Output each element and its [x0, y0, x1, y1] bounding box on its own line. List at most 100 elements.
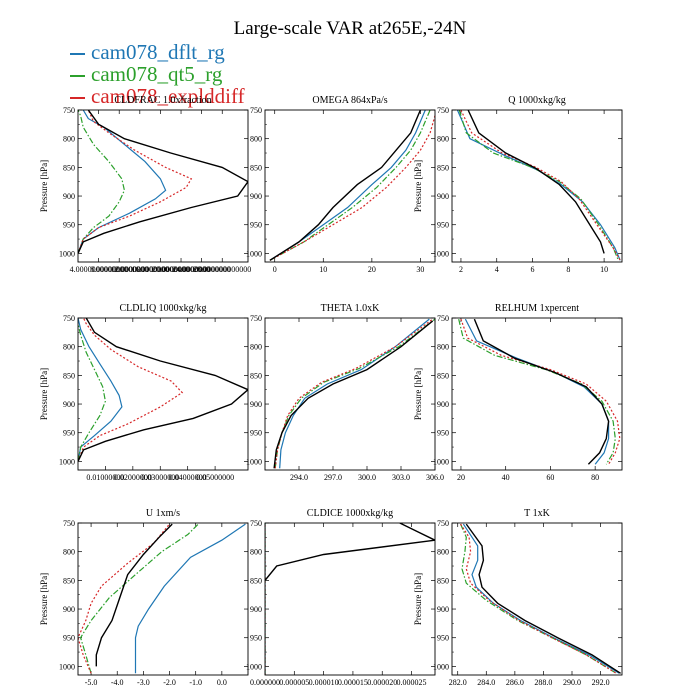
xtick-label: 290.0 [563, 678, 581, 687]
ytick-label: 900 [437, 605, 449, 614]
series-group [460, 523, 621, 674]
xtick-label: 4.0000000000000 [70, 265, 128, 274]
panel-5: RELHUM 1xpercent 750 800 850 900 950 1000 20 40 6… [413, 303, 623, 482]
plot-frame [264, 109, 436, 263]
xtick-label: 0.000015 [338, 678, 368, 687]
series-group [265, 523, 435, 675]
ytick-label: 750 [437, 314, 449, 323]
xtick-label: 288.0 [534, 678, 552, 687]
series-line-1 [458, 110, 619, 261]
ytick-label: 900 [63, 400, 75, 409]
xtick-label: 6 [531, 265, 535, 274]
legend-label-qt5: cam078_qt5_rg [91, 62, 223, 86]
panel-0: CLDFRAC 1.0xfraction 750 800 850 900 950 1000 4… [39, 95, 251, 274]
series-line-1 [460, 523, 617, 674]
panel-title-8: T 1xK [524, 508, 550, 519]
panel-title-2: Q 1000xkg/kg [508, 95, 566, 106]
panel-title-4: THETA 1.0xK [321, 303, 380, 314]
xtick-label: 284.0 [477, 678, 495, 687]
series-line-1 [78, 323, 107, 462]
ytick-label: 850 [63, 576, 75, 585]
xtick-label: 2 [459, 265, 463, 274]
ytick-label: 950 [250, 221, 262, 230]
xtick-label: -1.0 [189, 678, 202, 687]
panel-title-7: CLDICE 1000xkg/kg [307, 508, 393, 519]
xtick-label: 0.000005 [279, 678, 309, 687]
legend-swatch-explddiff [70, 97, 85, 100]
series-line-0 [269, 110, 426, 261]
xtick-label: 292.0 [592, 678, 610, 687]
ytick-label: 900 [437, 400, 449, 409]
ytick-label: 800 [63, 343, 75, 352]
ytick-label: 1000 [59, 249, 75, 258]
xtick-label: -5.0 [85, 678, 98, 687]
xtick-label: 40 [502, 473, 510, 482]
series-line-3 [95, 523, 173, 667]
panel-2: Q 1000xkg/kg 750 800 850 900 950 1000 2 4 6 8 10 Pre… [413, 95, 623, 274]
ytick-label: 950 [437, 221, 449, 230]
series-line-3 [78, 318, 248, 462]
series-group [78, 318, 248, 462]
figure-title: Large-scale VAR at265E,-24N [233, 18, 467, 39]
xtick-label: 0.000000 [250, 678, 280, 687]
ytick-label: 950 [437, 429, 449, 438]
xtick-label: 0.05000000 [196, 473, 234, 482]
ytick-label: 800 [437, 135, 449, 144]
xtick-label: 20 [368, 265, 376, 274]
series-line-1 [458, 318, 616, 465]
ylabel-2: Pressure [hPa] [413, 160, 423, 212]
xtick-label: 286.0 [506, 678, 524, 687]
panel-title-3: CLDLIQ 1000xkg/kg [120, 303, 207, 314]
xtick-label: 282.0 [449, 678, 467, 687]
ytick-label: 900 [250, 192, 262, 201]
series-line-2 [460, 318, 621, 465]
ytick-label: 900 [63, 605, 75, 614]
ytick-label: 800 [63, 135, 75, 144]
ytick-label: 750 [437, 519, 449, 528]
xtick-label: 20.000000000000 [152, 265, 210, 274]
ylabel-6: Pressure [hPa] [39, 573, 49, 625]
xtick-label: 300.0 [358, 473, 376, 482]
series-line-3 [269, 110, 422, 261]
ytick-label: 950 [63, 429, 75, 438]
series-line-2 [274, 318, 434, 469]
series-line-0 [134, 523, 246, 674]
series-line-2 [78, 110, 193, 254]
panel-4: THETA 1.0xK 750 800 850 900 950 1000 294.0 297.0… [246, 303, 444, 482]
ytick-label: 1000 [433, 457, 449, 466]
xtick-label: 0.000010 [309, 678, 339, 687]
ytick-label: 750 [250, 519, 262, 528]
series-line-3 [467, 110, 605, 254]
panel-title-5: RELHUM 1xpercent [495, 303, 579, 314]
xtick-label: 16.000000000000 [131, 265, 189, 274]
ytick-label: 850 [437, 371, 449, 380]
series-line-3 [473, 318, 610, 465]
xtick-label: 0.02000000 [114, 473, 152, 482]
series-line-0 [78, 318, 123, 462]
ytick-label: 900 [250, 400, 262, 409]
ytick-label: 800 [63, 548, 75, 557]
xtick-label: 297.0 [324, 473, 342, 482]
xtick-label: 20 [457, 473, 465, 482]
ytick-label: 950 [250, 429, 262, 438]
ytick-label: 800 [250, 548, 262, 557]
series-line-1 [269, 110, 431, 261]
series-group [273, 318, 435, 469]
xtick-label: 4 [495, 265, 499, 274]
xtick-label: 24.000000000000 [173, 265, 231, 274]
xtick-label: 303.0 [392, 473, 410, 482]
ytick-label: 850 [437, 576, 449, 585]
xtick-label: 0.000020 [367, 678, 397, 687]
ytick-label: 950 [250, 634, 262, 643]
legend-swatch-qt5 [70, 75, 85, 78]
ytick-label: 750 [63, 314, 75, 323]
plot-frame [264, 317, 436, 471]
series-group [78, 523, 246, 674]
legend-label-explddiff: cam078_explddiff [91, 84, 245, 108]
plot-frame [451, 317, 623, 471]
xtick-label: -2.0 [163, 678, 176, 687]
ytick-label: 850 [63, 163, 75, 172]
panel-title-1: OMEGA 864xPa/s [312, 95, 387, 106]
panel-6: U 1xm/s 750 800 850 900 950 1000 -5.0 -4.0 -3.0 -2… [39, 508, 249, 687]
